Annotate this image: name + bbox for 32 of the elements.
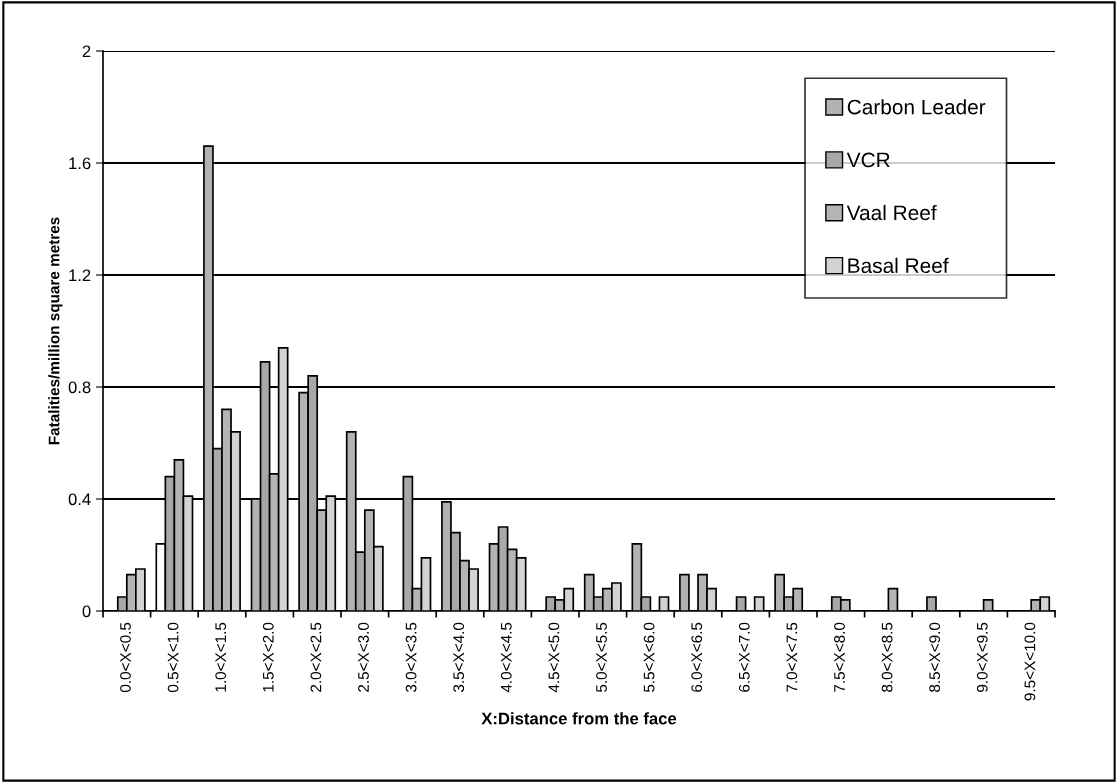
y-tick-label: 0.8 (68, 381, 91, 394)
x-tick-label: 8.5<X<9.0 (929, 622, 941, 692)
x-tick-label: 6.5<X<7.0 (738, 622, 750, 692)
x-tick-label: 4.0<X<4.5 (500, 622, 512, 693)
x-tick-label: 1.0<X<1.5 (215, 622, 227, 692)
x-tick-label: 9.0<X<9.5 (976, 622, 988, 692)
x-axis-title: X:Distance from the face (481, 712, 677, 725)
x-tick-label: 9.5<X<10.0 (1024, 622, 1036, 701)
x-tick-label: 5.0<X<5.5 (596, 622, 607, 693)
x-tick-label: 4.5<X<5.0 (548, 622, 560, 693)
y-tick-label: 0 (82, 605, 91, 618)
y-tick-label: 2 (82, 45, 91, 58)
y-tick-label: 0.4 (68, 493, 91, 506)
x-tick-label: 7.5<X<8.0 (834, 622, 845, 692)
legend-label: Vaal Reef (846, 204, 937, 221)
legend-label: Basal Reef (848, 257, 949, 274)
x-tick-label: 5.5<X<6.0 (643, 622, 655, 693)
x-tick-label: 1.5<X<2.0 (262, 622, 274, 692)
legend-label: VCR (846, 152, 890, 168)
y-tick-label: 1.2 (69, 269, 91, 282)
x-tick-label: 8.0<X<8.5 (881, 622, 893, 692)
x-tick-label: 2.5<X<3.0 (358, 622, 369, 692)
x-tick-label: 6.0<X<6.5 (691, 622, 703, 692)
legend-label: Carbon Leader (847, 99, 986, 115)
x-tick-label: 7.0<X<7.5 (786, 622, 798, 692)
y-tick-label: 1.6 (69, 157, 91, 170)
x-tick-label: 3.0<X<3.5 (405, 622, 417, 693)
x-tick-label: 0.5<X<1.0 (167, 622, 179, 693)
x-tick-label: 2.0<X<2.5 (310, 622, 322, 692)
y-axis-title: Fatalities/million square metres (48, 217, 63, 445)
x-tick-label: 3.5<X<4.0 (453, 622, 465, 693)
x-tick-label: 0.0<X<0.5 (120, 622, 131, 693)
